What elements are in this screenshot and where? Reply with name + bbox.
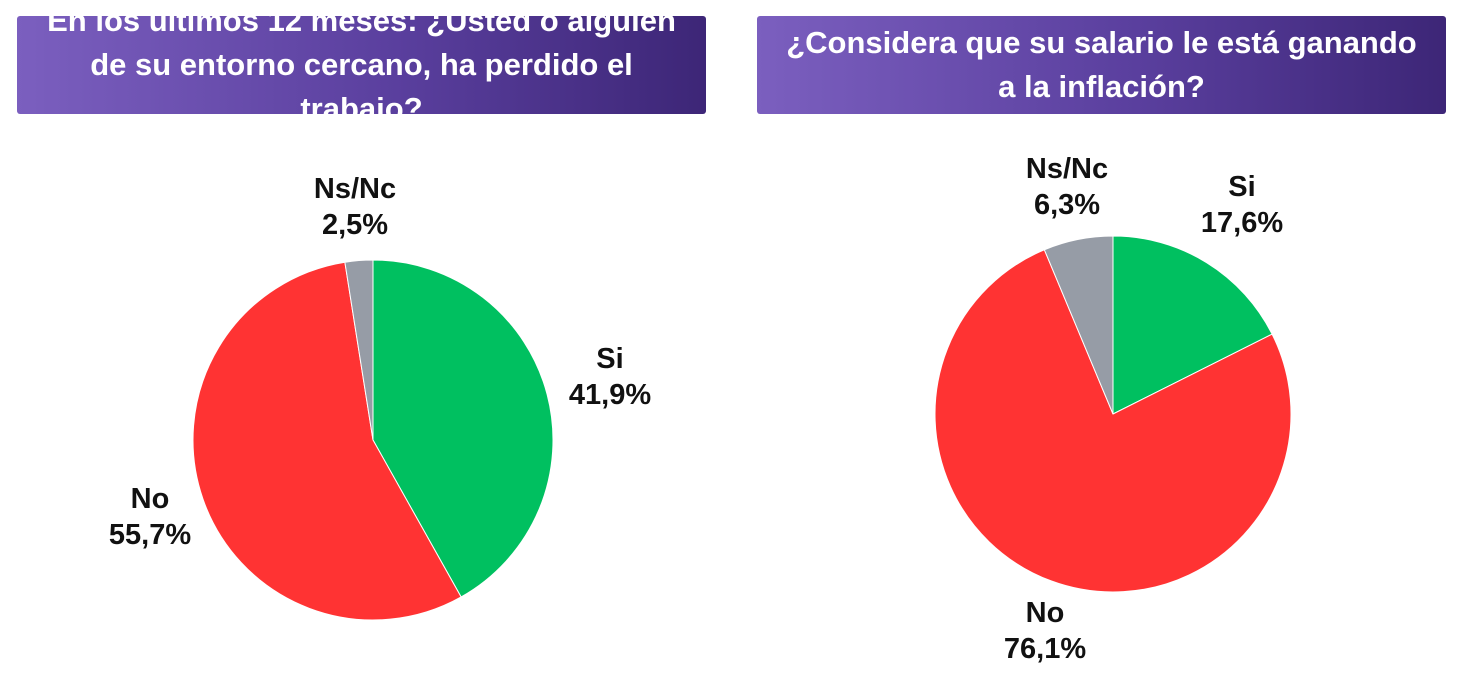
slice-category-label: No	[131, 483, 170, 515]
pie-chart-salary-inflation: Si 17,6% No 76,1% Ns/Nc 6,3%	[934, 153, 1292, 665]
slice-category-label: Ns/Nc	[314, 173, 396, 205]
pie-slice-nsnc	[344, 259, 374, 441]
pie-chart-job-loss: Si 41,9% No 55,7% Ns/Nc 2,5%	[109, 173, 651, 621]
slice-value-label: 2,5%	[322, 209, 388, 241]
pie-slice-si	[372, 259, 554, 598]
chart-title-right-text: ¿Considera que su salario le está ganand…	[786, 25, 1417, 104]
slice-category-label: No	[1026, 597, 1065, 629]
chart-title-left: En los últimos 12 meses: ¿Usted o alguie…	[17, 3, 706, 126]
chart-title-right: ¿Considera que su salario le está ganand…	[757, 16, 1446, 114]
slice-value-label: 55,7%	[109, 519, 191, 551]
slice-value-label: 17,6%	[1201, 207, 1283, 239]
pie-slice-si	[1112, 235, 1273, 415]
chart-title-left-text: En los últimos 12 meses: ¿Usted o alguie…	[47, 3, 676, 126]
pie-slice-nsnc	[1043, 235, 1114, 415]
pie-slice-no	[192, 261, 462, 621]
slice-value-label: 76,1%	[1004, 633, 1086, 665]
slice-category-label: Si	[596, 343, 623, 375]
slice-category-label: Ns/Nc	[1026, 153, 1108, 185]
slice-category-label: Si	[1228, 171, 1255, 203]
slice-value-label: 6,3%	[1034, 189, 1100, 221]
pie-slice-no	[934, 249, 1292, 593]
slice-value-label: 41,9%	[569, 379, 651, 411]
